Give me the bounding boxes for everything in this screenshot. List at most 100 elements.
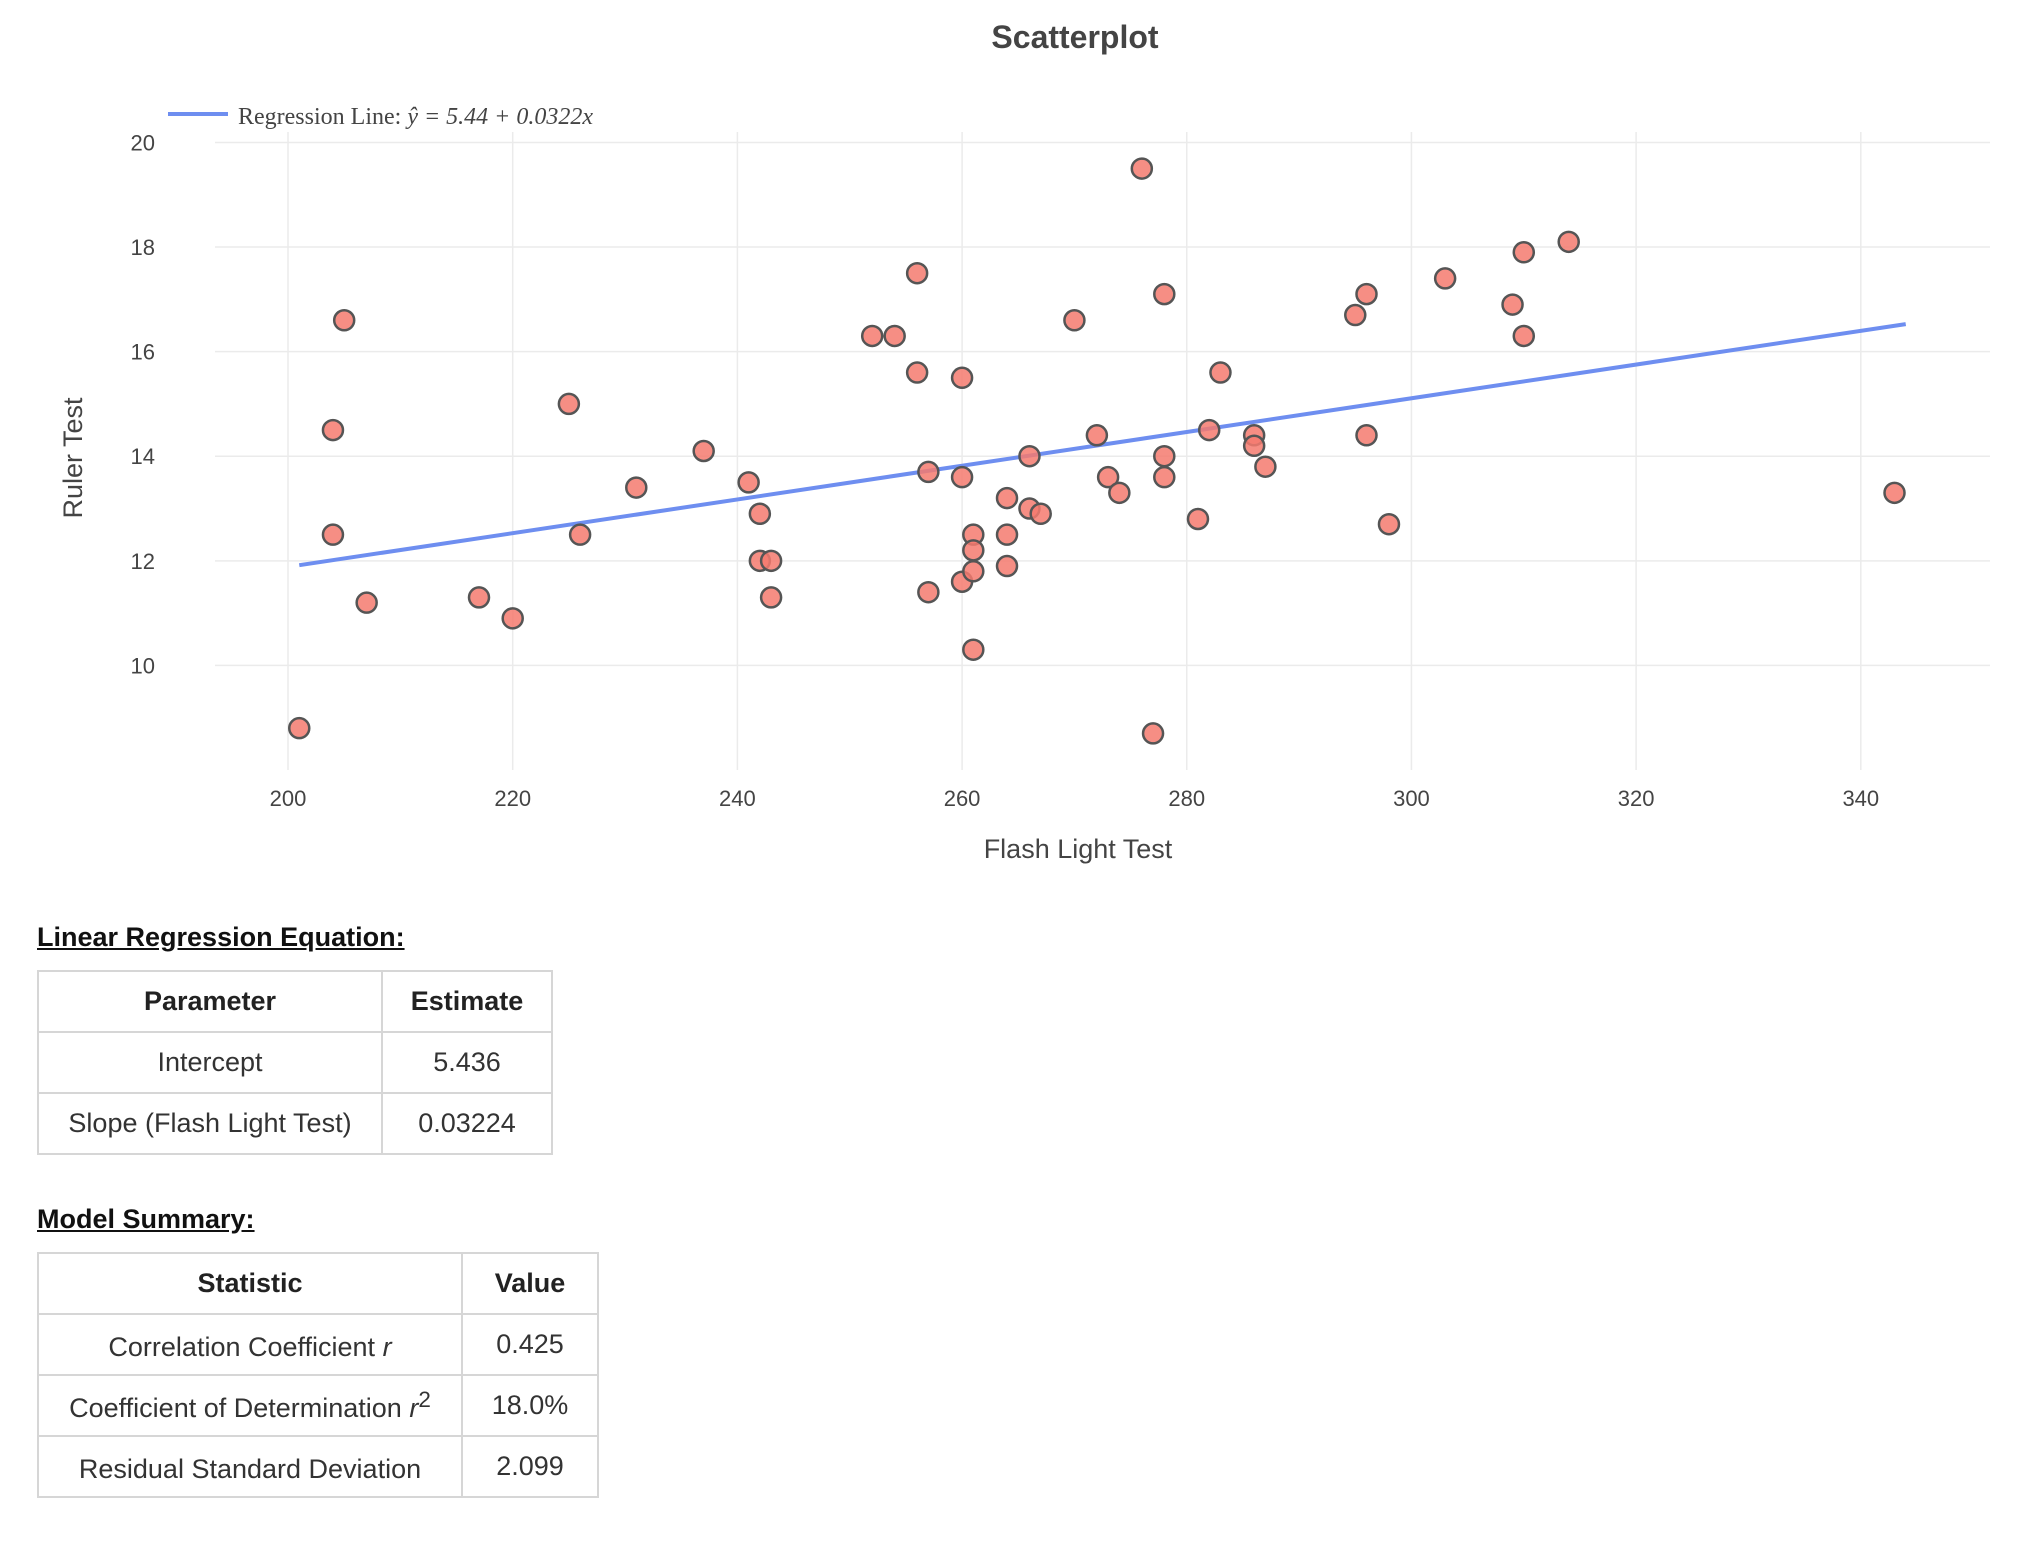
data-point[interactable] xyxy=(1209,361,1232,384)
regression-table: Parameter Estimate Intercept 5.436 Slope… xyxy=(37,970,553,1155)
x-tick-label: 320 xyxy=(1618,786,1655,811)
legend-label: Regression Line: ŷ = 5.44 + 0.0322x xyxy=(238,104,593,130)
data-point[interactable] xyxy=(1018,444,1041,468)
data-point[interactable] xyxy=(321,523,345,546)
data-point[interactable] xyxy=(1254,455,1277,478)
data-point[interactable] xyxy=(759,549,783,573)
data-point[interactable] xyxy=(1153,444,1176,468)
model-summary-table: Statistic Value Correlation Coefficient … xyxy=(37,1252,599,1498)
data-point[interactable] xyxy=(950,366,974,390)
header-parameter: Parameter xyxy=(37,970,383,1033)
data-point[interactable] xyxy=(1355,282,1378,306)
data-point[interactable] xyxy=(321,418,345,442)
x-tick-label: 300 xyxy=(1393,786,1430,811)
data-point[interactable] xyxy=(962,560,985,583)
table-row: Slope (Flash Light Test) 0.03224 xyxy=(37,1092,553,1155)
y-axis-label: Ruler Test xyxy=(58,397,88,519)
parameter-estimate: 0.03224 xyxy=(381,1092,553,1155)
regression-equation-heading: Linear Regression Equation: xyxy=(37,922,405,952)
data-point[interactable] xyxy=(568,523,592,546)
data-point[interactable] xyxy=(1242,434,1266,458)
data-point[interactable] xyxy=(1108,481,1131,505)
data-point[interactable] xyxy=(1153,282,1176,306)
data-point[interactable] xyxy=(1501,293,1524,316)
data-point[interactable] xyxy=(501,607,524,630)
header-value: Value xyxy=(461,1252,599,1315)
data-point[interactable] xyxy=(288,716,311,740)
data-point[interactable] xyxy=(748,502,772,526)
legend-prefix: Regression Line: xyxy=(238,104,407,130)
parameter-name: Slope (Flash Light Test) xyxy=(37,1092,383,1155)
table-header-row: Statistic Value xyxy=(37,1252,599,1315)
data-point[interactable] xyxy=(917,460,940,484)
data-point[interactable] xyxy=(1557,230,1580,254)
data-point[interactable] xyxy=(905,361,929,384)
data-point[interactable] xyxy=(355,591,378,614)
data-point[interactable] xyxy=(1883,481,1906,505)
data-point[interactable] xyxy=(950,465,974,489)
table-row: Coefficient of Determination r2 18.0% xyxy=(37,1374,599,1437)
data-point[interactable] xyxy=(860,324,884,348)
data-point[interactable] xyxy=(995,523,1019,546)
data-point[interactable] xyxy=(737,471,760,494)
data-point[interactable] xyxy=(1344,303,1367,327)
y-tick-label: 14 xyxy=(131,444,155,469)
scatterplot-chart: 200 220 240 260 280 300 320 340 10 12 14 16 18 20 Sc… xyxy=(58,19,1990,864)
data-point[interactable] xyxy=(995,554,1019,578)
data-point[interactable] xyxy=(995,486,1019,510)
table-row: Correlation Coefficient r 0.425 xyxy=(37,1313,599,1376)
statistic-name: Residual Standard Deviation xyxy=(37,1435,463,1498)
parameter-estimate: 5.436 xyxy=(381,1031,553,1094)
legend[interactable]: Regression Line: ŷ = 5.44 + 0.0322x xyxy=(168,104,593,130)
x-tick-label: 260 xyxy=(944,786,981,811)
parameter-name: Intercept xyxy=(37,1031,383,1094)
data-point[interactable] xyxy=(1130,157,1154,180)
data-point[interactable] xyxy=(962,638,985,661)
data-point[interactable] xyxy=(917,580,940,604)
data-point[interactable] xyxy=(557,392,581,416)
data-point[interactable] xyxy=(1085,424,1109,447)
data-point[interactable] xyxy=(1096,465,1120,489)
statistic-value: 2.099 xyxy=(461,1435,599,1498)
data-point[interactable] xyxy=(759,586,783,609)
data-point[interactable] xyxy=(1355,424,1378,447)
data-point[interactable] xyxy=(1153,465,1176,489)
data-point[interactable] xyxy=(1029,502,1052,526)
data-point[interactable] xyxy=(692,439,715,463)
x-axis-label: Flash Light Test xyxy=(984,834,1173,864)
data-point[interactable] xyxy=(1063,309,1086,332)
x-tick-label: 200 xyxy=(270,786,307,811)
y-tick-label: 16 xyxy=(131,340,155,365)
x-tick-label: 220 xyxy=(494,786,531,811)
legend-equation: ŷ = 5.44 + 0.0322x xyxy=(405,104,593,130)
x-tick-label: 280 xyxy=(1168,786,1205,811)
statistic-name: Coefficient of Determination r2 xyxy=(37,1374,463,1437)
header-statistic: Statistic xyxy=(37,1252,463,1315)
data-point[interactable] xyxy=(1377,512,1401,536)
x-tick-label: 340 xyxy=(1842,786,1879,811)
data-point[interactable] xyxy=(962,539,985,562)
data-point[interactable] xyxy=(1141,722,1165,745)
table-row: Residual Standard Deviation 2.099 xyxy=(37,1435,599,1498)
data-point[interactable] xyxy=(1433,267,1457,290)
model-summary-heading: Model Summary: xyxy=(37,1204,255,1234)
data-point[interactable] xyxy=(905,261,929,285)
header-estimate: Estimate xyxy=(381,970,553,1033)
data-point[interactable] xyxy=(467,586,491,609)
statistic-value: 0.425 xyxy=(461,1313,599,1376)
data-point[interactable] xyxy=(1197,418,1221,442)
y-tick-label: 18 xyxy=(131,235,155,260)
data-point[interactable] xyxy=(1186,507,1210,531)
statistic-value: 18.0% xyxy=(461,1374,599,1437)
data-point[interactable] xyxy=(332,309,356,332)
data-point[interactable] xyxy=(625,476,648,499)
x-axis-ticks: 200 220 240 260 280 300 320 340 xyxy=(270,786,1880,811)
data-point[interactable] xyxy=(1512,324,1536,348)
data-point[interactable] xyxy=(883,324,906,348)
y-tick-label: 12 xyxy=(131,549,155,574)
data-point[interactable] xyxy=(1512,241,1536,264)
y-tick-label: 20 xyxy=(131,130,155,155)
grid-lines xyxy=(215,132,1990,770)
statistic-name: Correlation Coefficient r xyxy=(37,1313,463,1376)
y-tick-label: 10 xyxy=(131,653,155,678)
